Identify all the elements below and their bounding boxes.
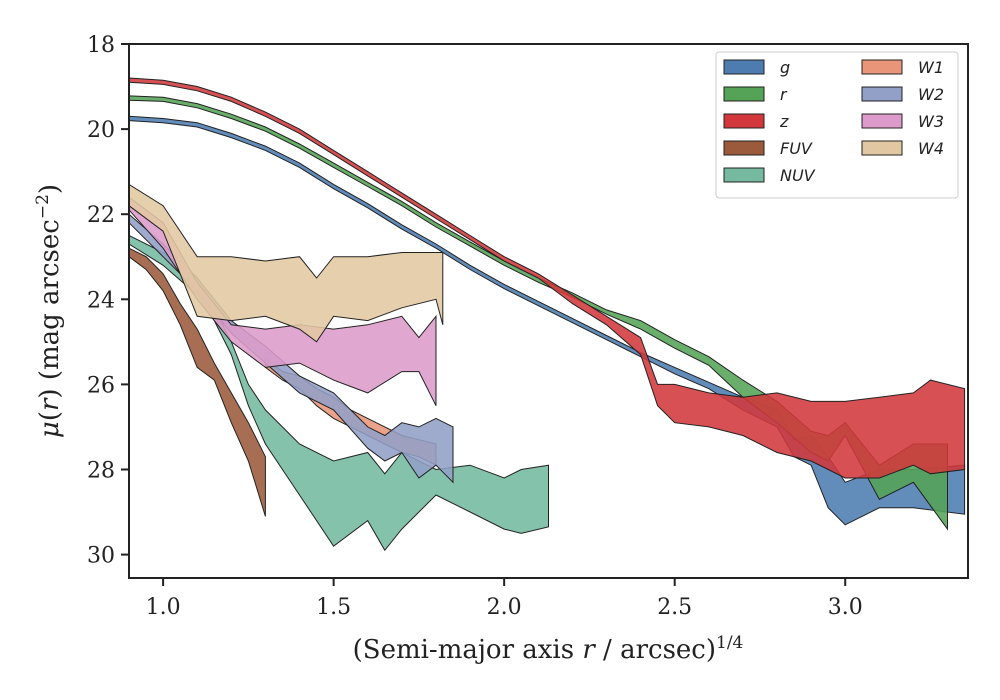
legend-swatch-r bbox=[723, 86, 765, 102]
y-tick-label: 22 bbox=[87, 203, 115, 228]
plot-frame bbox=[128, 43, 969, 579]
y-axis-label: μ(r) (mag arcsec−2) bbox=[33, 184, 65, 438]
band-w3 bbox=[129, 196, 437, 406]
y-tick-label: 26 bbox=[87, 373, 115, 398]
x-tick-label: 2.0 bbox=[487, 595, 522, 620]
legend-label-w3: W3 bbox=[918, 112, 944, 131]
y-tick-label: 20 bbox=[87, 118, 115, 143]
y-tick-label: 30 bbox=[87, 544, 115, 569]
band-fuv bbox=[129, 247, 266, 517]
x-tick-label: 2.5 bbox=[657, 595, 692, 620]
band-r bbox=[129, 95, 948, 531]
band-w4 bbox=[129, 183, 444, 343]
legend-label-w2: W2 bbox=[918, 85, 944, 104]
band-z bbox=[129, 77, 966, 479]
y-axis: 18 20 22 24 26 28 30 bbox=[87, 33, 129, 569]
y-tick-label: 28 bbox=[87, 458, 115, 483]
legend: grz FUV NUV W1 W2 W3 W4 bbox=[715, 51, 959, 199]
legend-swatch-w2 bbox=[861, 86, 903, 102]
legend-label-r: r bbox=[780, 85, 788, 104]
legend-swatch-fuv bbox=[723, 140, 765, 156]
legend-swatch-w4 bbox=[861, 140, 903, 156]
legend-swatch-z bbox=[723, 113, 765, 129]
legend-swatch-g bbox=[723, 59, 765, 75]
legend-swatch-w1 bbox=[861, 59, 903, 75]
legend-label-w1: W1 bbox=[918, 58, 944, 77]
legend-label-g: g bbox=[780, 58, 790, 77]
series-layer bbox=[129, 77, 966, 552]
y-tick-label: 24 bbox=[87, 288, 115, 313]
legend-label-w4: W4 bbox=[918, 139, 944, 158]
x-axis-label: (Semi-major axis r / arcsec)1/4 bbox=[353, 633, 744, 665]
legend-label-fuv: FUV bbox=[780, 139, 813, 158]
x-tick-label: 1.0 bbox=[146, 595, 181, 620]
x-tick-label: 1.5 bbox=[316, 595, 351, 620]
x-tick-label: 3.0 bbox=[828, 595, 863, 620]
legend-label-z: z bbox=[779, 112, 789, 131]
y-tick-label: 18 bbox=[87, 33, 115, 58]
legend-swatch-w3 bbox=[861, 113, 903, 129]
x-axis: 1.0 1.5 2.0 2.5 3.0 bbox=[146, 578, 863, 620]
legend-swatch-nuv bbox=[723, 167, 765, 183]
legend-label-nuv: NUV bbox=[780, 166, 816, 185]
